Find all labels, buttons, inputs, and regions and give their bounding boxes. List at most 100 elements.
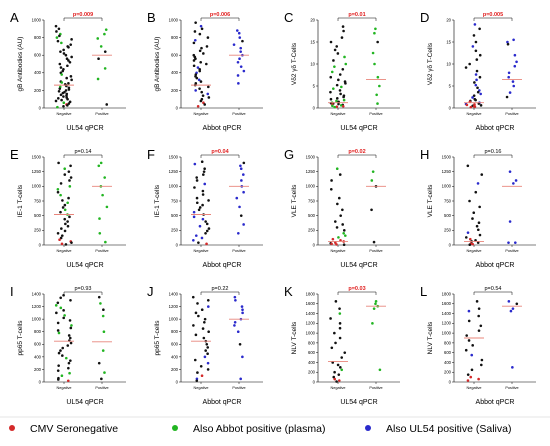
data-point [330, 242, 333, 246]
p-value-label: p=0.02 [348, 149, 365, 155]
data-point [101, 193, 104, 197]
data-point [475, 300, 479, 303]
x-axis-label: UL54 qPCR [340, 399, 377, 406]
data-point [337, 78, 340, 82]
data-point [479, 363, 483, 367]
data-point [467, 339, 471, 342]
data-point [233, 324, 236, 327]
y-axis-label: NLV T-cells [291, 321, 298, 354]
data-point [479, 324, 483, 328]
x-category-label: Negative [467, 112, 482, 116]
data-point [335, 167, 339, 171]
data-point [341, 208, 344, 212]
data-point [338, 379, 341, 382]
data-point [67, 170, 71, 173]
data-point [239, 167, 243, 171]
panel-letter: J [147, 284, 154, 299]
y-axis-label: NLV T-cells [427, 321, 434, 354]
data-point [54, 24, 58, 28]
data-point [58, 34, 61, 38]
data-point [207, 199, 210, 202]
data-point [64, 243, 68, 246]
y-tick-label: 1000 [32, 317, 42, 322]
y-tick-label: 0 [449, 379, 452, 384]
data-point [238, 342, 242, 346]
y-tick-label: 1500 [169, 154, 179, 159]
data-point [207, 96, 211, 99]
data-point [195, 179, 199, 182]
data-point [471, 242, 474, 246]
data-point [192, 210, 196, 214]
data-point [330, 179, 333, 182]
data-point [200, 308, 204, 312]
y-tick-label: 15 [310, 39, 315, 44]
y-tick-label: 20 [446, 17, 451, 22]
data-point [335, 243, 338, 246]
data-point [507, 241, 510, 244]
p-value-label: p=0.005 [483, 12, 503, 18]
data-point [472, 94, 476, 97]
data-point [339, 92, 342, 96]
y-axis-label: VLE T-cells [427, 184, 434, 218]
data-point [473, 105, 477, 108]
panel-letter: G [284, 147, 294, 162]
data-point [344, 234, 347, 237]
y-tick-label: 1000 [442, 184, 452, 189]
data-point [376, 102, 379, 105]
data-point [475, 69, 479, 73]
data-point [370, 208, 373, 212]
y-tick-label: 500 [444, 213, 452, 218]
data-point [201, 327, 205, 330]
data-point [65, 76, 68, 80]
x-category-label: Negative [194, 112, 209, 116]
y-tick-label: 1400 [442, 311, 452, 316]
data-point [206, 36, 210, 39]
data-point [478, 233, 482, 237]
data-point [479, 104, 483, 107]
y-tick-label: 0 [449, 105, 452, 110]
data-point [464, 348, 468, 352]
data-point [56, 369, 60, 372]
data-point [195, 196, 199, 200]
data-point [195, 76, 199, 80]
data-point [103, 50, 107, 53]
y-tick-label: 600 [308, 350, 316, 355]
data-point [70, 55, 73, 59]
data-point [205, 45, 209, 48]
data-point [342, 231, 345, 235]
y-tick-label: 0 [176, 105, 179, 110]
y-axis-label: Vδ2 γδ T-Cells [291, 42, 298, 85]
y-tick-label: 0 [39, 379, 42, 384]
data-point [235, 196, 239, 200]
data-point [507, 300, 511, 303]
data-point [472, 34, 476, 37]
data-point [205, 242, 208, 246]
data-point [341, 67, 345, 71]
data-point [342, 243, 346, 247]
data-point [98, 231, 102, 235]
data-point [477, 307, 481, 310]
y-tick-label: 20 [310, 17, 315, 22]
data-point [468, 199, 471, 203]
data-point [70, 38, 73, 41]
data-point [477, 377, 480, 381]
data-point [515, 302, 519, 306]
y-tick-label: 1250 [306, 169, 316, 174]
panel-letter: H [420, 147, 429, 162]
data-point [336, 52, 340, 55]
data-point [61, 354, 64, 357]
data-point [63, 208, 67, 212]
data-point [337, 102, 340, 106]
x-axis-label: Abbot qPCR [476, 262, 515, 269]
data-point [204, 231, 207, 235]
y-tick-label: 800 [444, 340, 452, 345]
data-point [468, 243, 472, 247]
data-point [200, 46, 203, 50]
y-tick-label: 0 [313, 379, 316, 384]
panel-letter: D [420, 10, 429, 25]
y-tick-label: 0 [449, 242, 452, 247]
y-axis-label: pp65 T-cells [154, 320, 161, 356]
data-point [342, 98, 346, 102]
data-point [98, 217, 101, 220]
